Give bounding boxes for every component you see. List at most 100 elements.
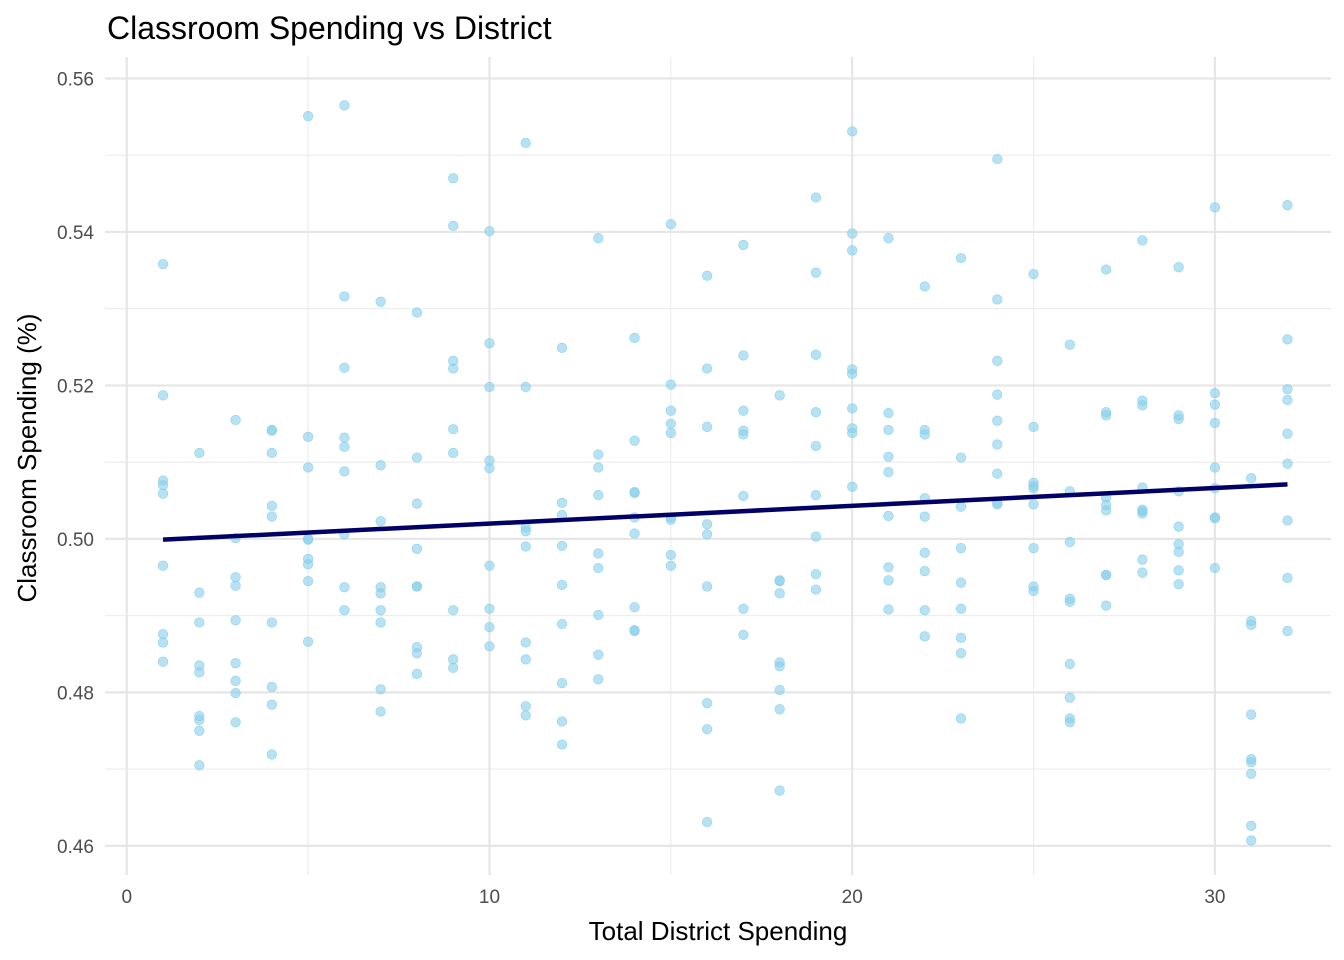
data-point [520,381,531,393]
data-point [448,605,459,616]
data-point [774,390,785,401]
data-point [1064,596,1075,607]
x-axis-title: Total District Spending [589,916,848,946]
data-point [375,460,386,471]
data-point [194,725,205,736]
data-point [665,549,676,561]
data-point [702,724,713,735]
data-point [629,332,640,343]
data-point [629,602,640,613]
data-point [593,449,604,460]
data-point [448,447,459,459]
data-point [847,368,858,380]
data-point [411,581,423,592]
data-point [556,497,568,508]
data-point [484,622,495,633]
y-tick-label: 0.52 [57,376,94,397]
data-point [266,447,277,459]
data-point [593,609,604,620]
data-point [230,615,241,626]
data-point [738,405,749,416]
data-point [411,452,423,463]
data-point [520,137,531,149]
data-point [266,699,277,710]
data-point [1137,567,1148,578]
data-point [919,547,930,558]
y-tick-label: 0.54 [57,223,94,244]
data-point [339,362,350,373]
data-point [194,760,205,771]
data-point [411,648,423,659]
data-point [883,510,894,521]
data-point [411,668,423,680]
data-point [1101,600,1112,611]
data-point [411,307,423,318]
data-point [992,439,1003,450]
data-point [1246,473,1257,484]
data-point [702,270,713,281]
data-point [484,381,495,393]
data-point [738,429,749,440]
data-point [556,716,568,727]
data-point [266,511,277,522]
data-point [1246,619,1257,630]
data-point [992,415,1003,426]
data-point [1282,458,1293,469]
data-point [1101,410,1112,421]
data-point [1282,572,1293,584]
data-point [303,576,314,587]
data-point [738,629,749,640]
data-point [1137,508,1148,519]
data-point [230,414,241,426]
data-point [520,541,531,552]
data-point [774,576,785,587]
data-point [702,698,713,709]
data-point [1209,562,1221,574]
data-point [665,418,676,429]
data-point [1064,717,1075,728]
data-point [303,559,314,570]
data-point [520,701,531,712]
data-point [847,481,858,492]
trend-line [162,482,1288,542]
data-point [1173,262,1184,273]
data-point [157,259,169,270]
data-point [955,603,967,614]
data-point [1064,692,1075,703]
data-point [919,605,930,616]
data-point [1064,339,1075,350]
data-point [955,713,967,724]
data-point [339,100,350,111]
data-point [448,662,459,673]
data-point [556,618,568,630]
data-point [883,424,894,436]
grid-lines [105,57,1331,875]
data-point [702,421,713,432]
data-point [593,562,604,574]
data-point [992,153,1003,165]
data-point [1282,515,1293,526]
data-point [266,425,277,436]
data-point [157,637,169,648]
data-point [847,228,858,239]
data-point [629,435,640,446]
data-point [593,674,604,685]
data-point [955,501,967,512]
x-axis-ticks: 0 10 20 30 [121,887,1225,908]
data-point [919,511,930,522]
y-tick-label: 0.46 [57,837,94,858]
data-point [955,252,967,264]
data-point [702,363,713,374]
data-point [1028,543,1039,554]
data-point [883,467,894,478]
data-point [955,632,967,643]
data-point [1173,579,1184,590]
data-point [955,452,967,463]
data-point [1246,709,1257,720]
data-point [992,294,1003,305]
data-point [629,625,640,637]
data-point [665,379,676,390]
data-point [1028,269,1039,280]
data-point [1173,565,1184,576]
